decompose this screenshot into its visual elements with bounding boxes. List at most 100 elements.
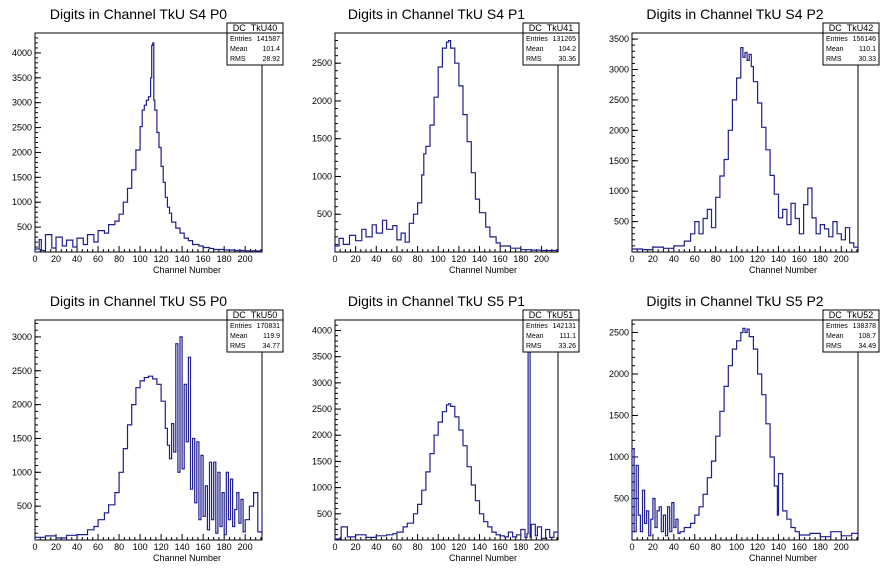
x-tick-label: 100 [729,542,744,552]
x-tick-label: 100 [431,254,446,264]
x-tick-label: 20 [648,542,658,552]
histogram-panel-5: Digits in Channel TkU S5 P2 0 20 40 60 80 100 1… [609,293,880,563]
chart-title: Digits in Channel TkU S4 P2 [646,6,823,22]
plot-frame [34,319,263,541]
x-tick-label: 60 [392,254,402,264]
stats-label-mean: Mean [826,46,844,53]
x-tick-label: 60 [690,542,700,552]
y-tick-label: 1000 [609,186,629,196]
x-tick-label: 200 [834,254,849,264]
plot-frame [334,319,559,541]
x-tick-label: 40 [72,254,82,264]
stats-histogram-name: DC_TkU51 [529,310,574,320]
chart-title: Digits in Channel TkU S5 P1 [348,293,525,309]
x-tick-label: 40 [72,542,82,552]
x-tick-label: 200 [238,542,253,552]
plot-frame [334,32,559,253]
x-tick-label: 20 [351,254,361,264]
histogram-panel-1: Digits in Channel TkU S4 P1 0 20 40 60 80 100 1… [312,6,580,275]
stats-value-entries: 142131 [553,323,576,330]
x-tick-label: 0 [629,254,634,264]
x-tick-label: 120 [750,254,765,264]
y-tick-label: 500 [317,509,332,519]
stats-value-rms: 30.33 [858,56,876,63]
x-tick-label: 80 [711,542,721,552]
stats-label-mean: Mean [230,46,248,53]
stats-value-rms: 34.49 [858,343,876,350]
histogram-panel-4: Digits in Channel TkU S5 P1 0 20 40 60 80 100 1… [312,293,580,563]
stats-label-rms: RMS [526,56,542,63]
stats-label-rms: RMS [230,343,246,350]
x-tick-label: 140 [472,254,487,264]
plot-frame [631,32,859,253]
stats-value-rms: 30.36 [558,56,576,63]
x-tick-label: 180 [513,254,528,264]
stats-value-mean: 108.7 [858,333,876,340]
stats-label-mean: Mean [526,46,544,53]
x-tick-label: 160 [792,542,807,552]
stats-box [822,309,880,353]
y-tick-label: 2000 [609,369,629,379]
x-tick-label: 80 [711,254,721,264]
chart-title: Digits in Channel TkU S5 P2 [646,293,823,309]
x-axis-label: Channel Number [449,553,517,563]
histogram-panel-0: Digits in Channel TkU S4 P0 0 20 40 60 80 100 1… [12,6,284,275]
x-tick-label: 160 [493,542,508,552]
x-tick-label: 140 [175,254,190,264]
histogram-series [334,340,559,540]
y-tick-label: 3500 [609,34,629,44]
y-tick-label: 1500 [12,172,32,182]
histogram-series [34,336,263,540]
stats-label-entries: Entries [526,36,548,43]
y-tick-label: 3500 [12,73,32,83]
y-tick-label: 4000 [312,325,332,335]
y-tick-label: 2000 [312,430,332,440]
y-tick-label: 1000 [609,452,629,462]
x-tick-label: 80 [114,254,124,264]
x-tick-label: 60 [93,254,103,264]
x-tick-label: 40 [669,542,679,552]
y-tick-label: 2000 [312,96,332,106]
y-tick-label: 1000 [312,171,332,181]
y-tick-label: 2500 [312,404,332,414]
chart-title: Digits in Channel TkU S5 P0 [50,293,227,309]
x-tick-label: 200 [238,254,253,264]
chart-title: Digits in Channel TkU S4 P0 [50,6,227,22]
y-tick-label: 3000 [312,378,332,388]
x-tick-label: 60 [392,542,402,552]
x-axis-label: Channel Number [153,553,221,563]
stats-histogram-name: DC_TkU52 [829,310,874,320]
plot-frame [631,319,859,541]
y-tick-label: 2000 [609,125,629,135]
stats-value-mean: 119.9 [263,333,280,340]
stats-label-entries: Entries [826,323,848,330]
stats-value-entries: 131265 [553,36,576,43]
chart-title: Digits in Channel TkU S4 P1 [348,6,525,22]
stats-box [226,309,284,353]
x-tick-label: 140 [175,542,190,552]
y-tick-label: 3500 [312,352,332,362]
stats-label-mean: Mean [526,333,544,340]
x-tick-label: 60 [690,254,700,264]
x-tick-label: 140 [771,542,786,552]
x-tick-label: 100 [133,254,148,264]
x-tick-label: 120 [750,542,765,552]
x-tick-label: 20 [351,542,361,552]
x-tick-label: 120 [154,542,169,552]
y-tick-label: 2500 [12,366,32,376]
y-tick-label: 500 [317,209,332,219]
y-tick-label: 500 [614,493,629,503]
stats-value-mean: 110.1 [859,46,876,53]
histogram-series [631,327,859,540]
x-tick-label: 0 [332,254,337,264]
stats-label-entries: Entries [826,36,848,43]
y-tick-label: 2500 [312,58,332,68]
y-tick-label: 500 [17,222,32,232]
x-tick-label: 160 [792,254,807,264]
stats-label-rms: RMS [526,343,542,350]
stats-label-rms: RMS [826,56,842,63]
x-tick-label: 200 [834,542,849,552]
x-tick-label: 80 [114,542,124,552]
stats-value-rms: 34.77 [262,343,280,350]
histogram-panel-3: Digits in Channel TkU S5 P0 0 20 40 60 80 100 1… [12,293,284,563]
